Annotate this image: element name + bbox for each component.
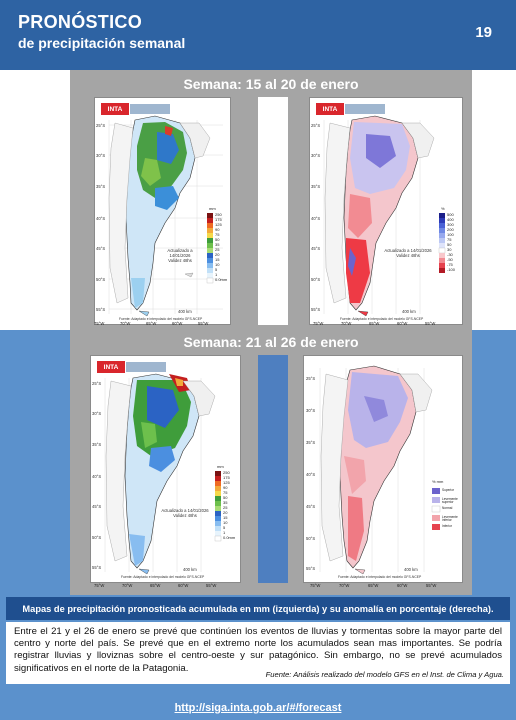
legend-colorbar xyxy=(214,471,222,542)
lat-tick: 55°S xyxy=(96,307,106,312)
scale-label: 400 km xyxy=(404,567,418,572)
legend-colorbar xyxy=(438,213,446,273)
lat-tick: 40°S xyxy=(92,474,102,479)
lat-tick: 35°S xyxy=(92,442,102,447)
lon-ticks: 75°W 70°W 65°W 60°W 55°W xyxy=(310,583,437,588)
inta-logo: INTA xyxy=(97,361,125,373)
week2-anomaly-map: % mm Superior Levemente superior Normal … xyxy=(303,355,463,583)
lon-ticks: 75°W 70°W 65°W 60°W 55°W xyxy=(313,321,436,326)
scale-label: 400 km xyxy=(402,309,416,314)
source-note: Fuente: Análisis realizado del modelo GF… xyxy=(265,670,504,679)
lat-tick: 25°S xyxy=(306,376,316,381)
precip-map-graphic xyxy=(104,373,222,575)
legend-unit: % xyxy=(441,206,445,211)
page-title: PRONÓSTICO xyxy=(18,12,143,32)
legend-unit: mm xyxy=(217,464,224,469)
lat-tick: 50°S xyxy=(306,536,316,541)
lat-tick: 25°S xyxy=(96,123,106,128)
anomaly-map-graphic xyxy=(319,365,441,575)
logo-banner xyxy=(130,104,170,114)
page-number: 19 xyxy=(475,24,492,41)
lat-tick: 45°S xyxy=(306,504,316,509)
legend-value: Inferior xyxy=(442,524,452,528)
lon-ticks: 75°W 70°W 65°W 60°W 55°W xyxy=(94,583,217,588)
lat-tick: 30°S xyxy=(306,408,316,413)
lat-tick: 55°S xyxy=(92,565,102,570)
week1-label: Semana: 15 al 20 de enero xyxy=(183,76,359,92)
lat-tick: 55°S xyxy=(306,566,316,571)
scale-label: 400 km xyxy=(178,309,192,314)
inta-logo: INTA xyxy=(316,103,344,115)
update-text: Actualizado a 14/01/2026 Validez 48hs xyxy=(161,508,209,518)
inta-logo: INTA xyxy=(101,103,129,115)
logo-banner xyxy=(345,104,385,114)
lat-tick: 30°S xyxy=(311,153,321,158)
scale-label: 400 km xyxy=(183,567,197,572)
map-footnote: Fuente: Adaptado e interpolado del model… xyxy=(121,575,205,579)
lat-tick: 50°S xyxy=(311,277,321,282)
divider-block xyxy=(258,97,288,325)
legend-colorbar xyxy=(431,488,441,530)
lat-tick: 50°S xyxy=(96,277,106,282)
lon-ticks: 75°W 70°W 65°W 60°W 55°W xyxy=(94,321,209,326)
legend-colorbar xyxy=(206,213,214,284)
figure-caption: Mapas de precipitación pronosticada acum… xyxy=(6,597,510,620)
legend-unit: mm xyxy=(209,206,216,211)
week2-label: Semana: 21 al 26 de enero xyxy=(183,334,359,350)
lat-tick: 40°S xyxy=(306,472,316,477)
lat-tick: 35°S xyxy=(311,184,321,189)
lat-tick: 25°S xyxy=(92,381,102,386)
forecast-link[interactable]: http://siga.inta.gob.ar/#/forecast xyxy=(174,702,342,714)
legend-value: Levemente superior xyxy=(442,497,458,505)
legend-value: Superior xyxy=(442,488,455,492)
map-footnote: Fuente: Adaptado e interpolado del model… xyxy=(338,575,422,579)
update-text: Actualizado a 14/01/2026 Validez 48hs xyxy=(384,248,432,258)
map-footnote: Fuente: Adaptado e interpolado del model… xyxy=(119,317,203,321)
week2-precip-map: INTA mm 250 175 125 90 75 50 35 25 20 15… xyxy=(90,355,241,583)
lat-tick: 35°S xyxy=(306,440,316,445)
lat-tick: 35°S xyxy=(96,184,106,189)
divider-block xyxy=(258,355,288,583)
legend-value: Levemente inferior xyxy=(442,515,458,523)
anomaly-map-graphic xyxy=(323,115,446,317)
map-footnote: Fuente: Adaptado e interpolado del model… xyxy=(340,317,424,321)
lat-tick: 40°S xyxy=(96,216,106,221)
update-text: Actualizado a 14/01/2026 Validez 48hs xyxy=(167,248,193,263)
legend-values: 250 175 125 90 75 50 35 25 20 15 10 5 1 … xyxy=(223,470,236,540)
legend-unit: % mm xyxy=(432,479,444,484)
forecast-description: Entre el 21 y el 26 de enero se prevé qu… xyxy=(6,622,510,684)
lat-tick: 25°S xyxy=(311,123,321,128)
lat-tick: 45°S xyxy=(92,504,102,509)
lat-tick: 55°S xyxy=(311,307,321,312)
lat-tick: 30°S xyxy=(96,153,106,158)
legend-values: 250 175 125 90 75 50 35 25 20 15 10 5 1 … xyxy=(215,212,228,282)
legend-values: 500 400 300 200 100 75 50 30 -30 -50 -75… xyxy=(447,212,456,272)
week1-precip-map: INTA mm 250 175 125 90 75 50 35 25 20 15… xyxy=(94,97,231,325)
lat-tick: 45°S xyxy=(96,246,106,251)
footer-band xyxy=(0,698,516,720)
week1-anomaly-map: INTA % 500 400 300 200 100 75 50 30 -30 … xyxy=(309,97,463,325)
lat-tick: 40°S xyxy=(311,216,321,221)
page-subtitle: de precipitación semanal xyxy=(18,35,186,51)
logo-banner xyxy=(126,362,166,372)
lat-tick: 45°S xyxy=(311,246,321,251)
lat-tick: 50°S xyxy=(92,535,102,540)
precip-map-graphic xyxy=(108,115,223,317)
legend-value: Normal xyxy=(442,506,453,510)
page-header: PRONÓSTICO de precipitación semanal 19 xyxy=(0,0,516,70)
lat-tick: 30°S xyxy=(92,411,102,416)
